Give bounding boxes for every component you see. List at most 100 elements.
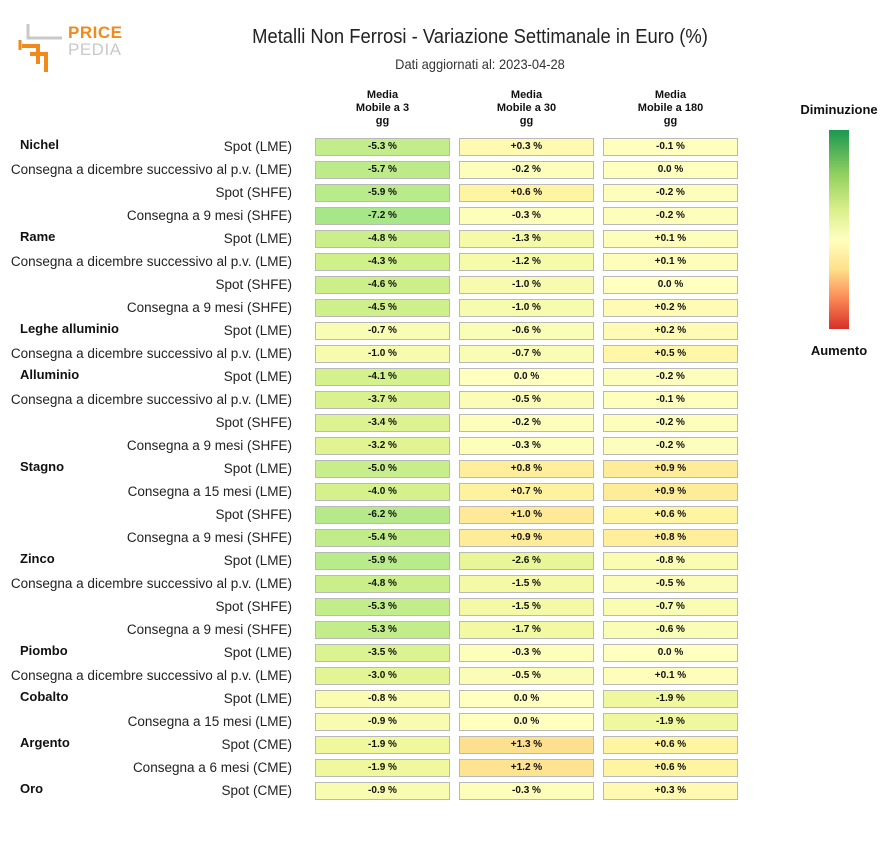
value-cell: -0.3 % [459,437,594,455]
logo-text-pedia: PEDIA [68,40,122,59]
value-cell: +0.1 % [603,667,738,685]
value-cell: -1.7 % [459,621,594,639]
row-label: Consegna a 9 mesi (SHFE) [126,438,292,453]
value-cell: -0.6 % [603,621,738,639]
value-cell: -1.5 % [459,598,594,616]
row-label: Spot (LME) [223,691,292,706]
metal-group-label: Zinco [20,551,55,566]
value-cell: -0.9 % [315,713,450,731]
value-cell: -3.0 % [315,667,450,685]
row-label: Consegna a dicembre successivo al p.v. (… [10,254,292,269]
chart-subtitle: Dati aggiornati al: 2023-04-28 [395,56,565,72]
value-cell: -0.2 % [603,414,738,432]
value-cell: -0.3 % [459,782,594,800]
value-cell: -1.0 % [459,299,594,317]
value-cell: -5.9 % [315,184,450,202]
value-cell: -0.1 % [603,138,738,156]
value-cell: -3.4 % [315,414,450,432]
value-cell: -1.9 % [315,759,450,777]
value-cell: +1.3 % [459,736,594,754]
row-label: Consegna a 9 mesi (SHFE) [126,622,292,637]
row-label: Consegna a dicembre successivo al p.v. (… [10,576,292,591]
chart-title: Metalli Non Ferrosi - Variazione Settima… [252,26,708,48]
column-header-line: gg [375,115,390,127]
value-cell: -0.8 % [315,690,450,708]
value-cell: -1.3 % [459,230,594,248]
row-label: Consegna a dicembre successivo al p.v. (… [10,668,292,683]
value-cell: +0.5 % [603,345,738,363]
value-cell: -1.9 % [603,690,738,708]
row-label: Spot (LME) [223,369,292,384]
value-cell: -0.9 % [315,782,450,800]
value-cell: -5.9 % [315,552,450,570]
value-cell: -0.2 % [603,207,738,225]
value-cell: 0.0 % [459,690,594,708]
value-cell: -0.3 % [459,644,594,662]
metal-group-label: Stagno [20,459,65,474]
row-label: Spot (CME) [221,737,292,752]
metal-group-label: Nichel [20,137,60,152]
value-cell: -5.3 % [315,621,450,639]
metal-group-label: Leghe alluminio [20,321,119,336]
column-header-line: Media [366,89,399,101]
value-cell: -0.2 % [459,161,594,179]
value-cell: -4.5 % [315,299,450,317]
value-cell: -1.9 % [603,713,738,731]
row-label: Spot (SHFE) [215,507,292,522]
value-cell: -0.2 % [603,184,738,202]
row-label: Consegna a 15 mesi (LME) [127,484,292,499]
value-cell: +0.7 % [459,483,594,501]
row-label: Spot (CME) [221,783,292,798]
value-cell: +0.8 % [459,460,594,478]
logo-text-price: PRICE [68,23,123,42]
value-cell: 0.0 % [459,368,594,386]
value-cell: +1.2 % [459,759,594,777]
column-header-3gg: Media Mobile a 3 gg [315,89,450,128]
value-cell: -4.8 % [315,575,450,593]
value-cell: -5.3 % [315,138,450,156]
value-cell: +0.2 % [603,299,738,317]
value-cell: -4.6 % [315,276,450,294]
row-label: Spot (LME) [223,231,292,246]
row-label: Spot (LME) [223,645,292,660]
value-cell: +1.0 % [459,506,594,524]
metal-group-label: Cobalto [20,689,69,704]
row-label: Consegna a dicembre successivo al p.v. (… [10,162,292,177]
value-cell: -0.2 % [603,437,738,455]
metal-group-label: Alluminio [20,367,80,382]
value-cell: -2.6 % [459,552,594,570]
row-label: Spot (SHFE) [215,415,292,430]
legend-color-bar [829,130,849,329]
row-label: Spot (LME) [223,139,292,154]
value-cell: +0.6 % [459,184,594,202]
metal-group-label: Piombo [20,643,68,658]
value-cell: +0.1 % [603,253,738,271]
logo-mark-icon [18,24,62,72]
value-cell: 0.0 % [603,644,738,662]
value-cell: -0.1 % [603,391,738,409]
row-label: Consegna a dicembre successivo al p.v. (… [10,346,292,361]
row-label: Spot (SHFE) [215,599,292,614]
value-cell: -3.7 % [315,391,450,409]
row-label: Spot (LME) [223,553,292,568]
value-cell: 0.0 % [603,161,738,179]
column-header-180gg: Media Mobile a 180 gg [603,89,738,128]
value-cell: -4.0 % [315,483,450,501]
column-header-line: gg [663,115,678,127]
column-header-line: Mobile a 180 [637,102,704,114]
value-cell: -4.8 % [315,230,450,248]
value-cell: +0.3 % [459,138,594,156]
value-cell: 0.0 % [459,713,594,731]
row-label: Spot (SHFE) [215,277,292,292]
value-cell: -3.2 % [315,437,450,455]
value-cell: -1.0 % [459,276,594,294]
value-cell: +0.9 % [603,483,738,501]
value-cell: -0.3 % [459,207,594,225]
metal-group-label: Rame [20,229,56,244]
column-header-line: Media [510,89,543,101]
value-cell: -3.5 % [315,644,450,662]
value-cell: -5.0 % [315,460,450,478]
column-header-30gg: Media Mobile a 30 gg [459,89,594,128]
value-cell: -1.2 % [459,253,594,271]
metal-group-label: Argento [20,735,70,750]
